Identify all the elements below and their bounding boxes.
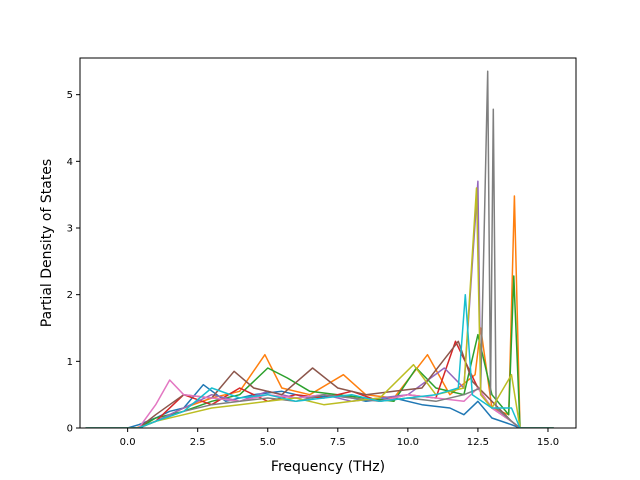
x-tick-label: 10.0 <box>397 437 419 448</box>
series-layer <box>85 70 554 428</box>
y-tick-label: 4 <box>67 157 73 168</box>
y-tick-label: 2 <box>67 290 73 301</box>
y-tick-label: 1 <box>67 357 73 368</box>
x-axis-label: Frequency (THz) <box>271 459 385 475</box>
plot-frame <box>79 57 577 429</box>
y-axis-label: Partial Density of States <box>39 159 55 327</box>
x-tick-label: 2.5 <box>190 437 206 448</box>
x-tick-label: 0.0 <box>120 437 136 448</box>
y-tick-label: 3 <box>67 224 73 235</box>
series-line-10 <box>85 293 554 428</box>
x-tick-label: 7.5 <box>330 437 346 448</box>
y-axis-ticks: 0 1 2 3 4 5 <box>67 90 80 435</box>
x-tick-label: 5.0 <box>260 437 276 448</box>
x-tick-label: 12.5 <box>467 437 489 448</box>
series-line-9 <box>85 187 554 428</box>
y-tick-label: 5 <box>67 90 73 101</box>
x-axis-ticks: 0.0 2.5 5.0 7.5 10.0 12.5 15.0 <box>120 428 559 448</box>
y-tick-label: 0 <box>67 424 73 435</box>
x-tick-label: 15.0 <box>537 437 559 448</box>
